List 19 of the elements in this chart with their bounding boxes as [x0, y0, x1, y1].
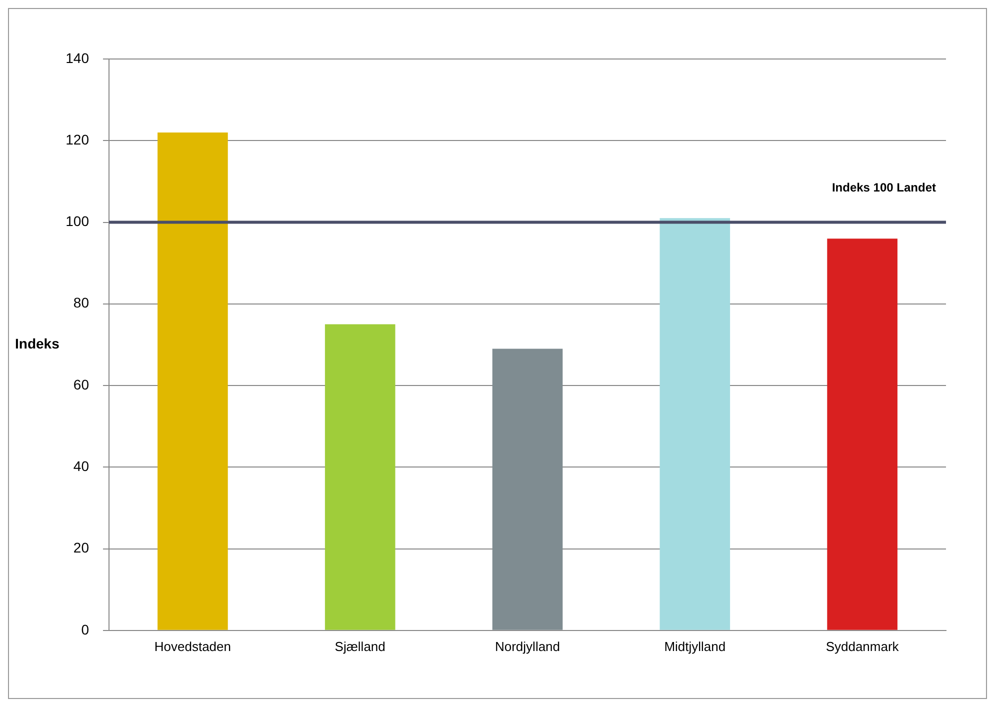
y-axis-title: Indeks [15, 336, 60, 352]
x-tick-label: Syddanmark [826, 638, 900, 654]
y-tick-label: 80 [73, 294, 90, 311]
x-tick-label: Sjælland [334, 638, 386, 654]
ref-line-label: Indeks 100 Landet [832, 180, 936, 195]
y-tick-label: 120 [66, 131, 90, 148]
y-tick-label: 20 [73, 540, 90, 556]
x-tick-label: Hovedstaden [154, 638, 232, 654]
y-tick-label: 140 [66, 50, 90, 66]
y-tick-label: 0 [81, 621, 90, 638]
y-tick-label: 40 [73, 458, 90, 474]
bar [324, 324, 396, 630]
y-tick-label: 60 [73, 376, 90, 392]
bar [827, 238, 898, 630]
x-tick-label: Nordjylland [494, 638, 560, 654]
x-tick-label: Midtjylland [664, 638, 726, 654]
bar [660, 218, 730, 630]
bar [158, 132, 228, 630]
y-tick-label: 100 [66, 213, 90, 230]
